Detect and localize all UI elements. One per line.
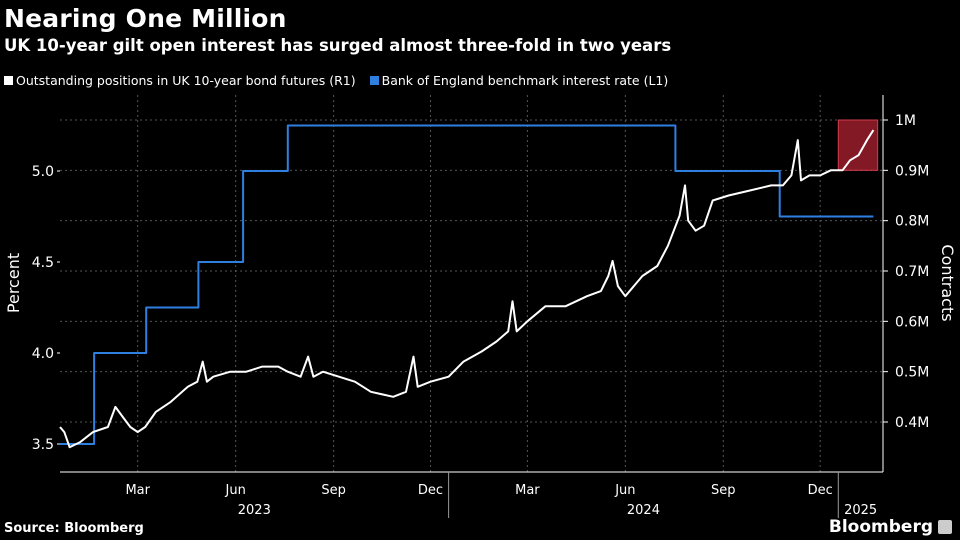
- x-tick-label: Sep: [321, 483, 346, 498]
- x-tick-label: Dec: [808, 483, 833, 498]
- highlight-layer: [837, 119, 879, 171]
- left-axis-title: Percent: [4, 253, 23, 313]
- right-tick-label: 0.8M: [895, 214, 929, 230]
- left-tick-label: 3.5: [32, 437, 54, 453]
- left-tick-label: 4.5: [32, 255, 54, 271]
- right-tick-label: 0.6M: [895, 314, 929, 330]
- highlight-box: [837, 119, 879, 171]
- legend-item-boe-rate: Bank of England benchmark interest rate …: [369, 73, 669, 88]
- x-tick-label: Jun: [225, 483, 246, 498]
- grid-lines: [60, 95, 883, 472]
- series-line-open-interest: [59, 129, 875, 449]
- legend-label-open-interest: Outstanding positions in UK 10-year bond…: [16, 73, 356, 88]
- series-lines: [59, 124, 875, 449]
- right-tick-label: 0.7M: [895, 264, 929, 280]
- legend-swatch-white: [4, 76, 13, 85]
- right-tick-label: 0.9M: [895, 163, 929, 179]
- right-axis-title: Contracts: [938, 244, 957, 321]
- axes: Mar Jun Sep Dec Mar Jun Sep Dec 2023 2024 2025 3.5 4…: [4, 95, 957, 518]
- bloomberg-brand: Bloomberg: [829, 517, 952, 537]
- chart-title: Nearing One Million: [4, 4, 287, 33]
- bloomberg-logo-icon: [938, 520, 952, 534]
- left-tick-label: 4.0: [32, 346, 54, 362]
- right-tick-label: 1M: [895, 113, 916, 129]
- legend-swatch-blue: [369, 76, 379, 85]
- x-tick-label: Sep: [711, 483, 736, 498]
- legend-item-open-interest: Outstanding positions in UK 10-year bond…: [4, 73, 356, 88]
- x-tick-label: Jun: [614, 483, 635, 498]
- source-note: Source: Bloomberg: [4, 521, 144, 536]
- left-tick-label: 5.0: [32, 164, 54, 180]
- x-tick-label: Mar: [515, 483, 540, 498]
- brand-text: Bloomberg: [828, 517, 933, 537]
- right-tick-label: 0.5M: [895, 365, 929, 381]
- x-year-label: 2023: [238, 503, 271, 518]
- x-year-label: 2025: [844, 503, 877, 518]
- x-tick-label: Dec: [418, 483, 443, 498]
- series-line-boe-rate: [60, 124, 874, 445]
- legend: Outstanding positions in UK 10-year bond…: [4, 73, 682, 88]
- right-tick-label: 0.4M: [895, 415, 929, 431]
- x-year-label: 2024: [627, 503, 660, 518]
- x-tick-label: Mar: [125, 483, 150, 498]
- chart-subtitle: UK 10-year gilt open interest has surged…: [4, 36, 672, 55]
- legend-label-boe-rate: Bank of England benchmark interest rate …: [381, 73, 669, 88]
